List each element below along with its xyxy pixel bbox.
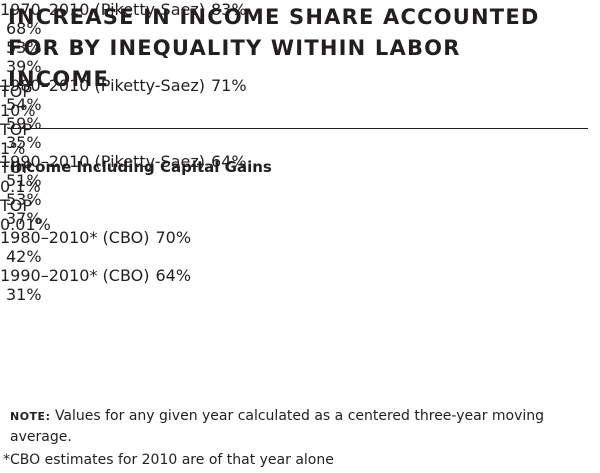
- cell-value: 31%: [6, 285, 42, 304]
- cell: 42%: [0, 247, 85, 266]
- column-header: TOP 0.1%: [0, 158, 600, 196]
- header-line: 10%: [0, 101, 36, 120]
- cell-value: 53%: [6, 38, 42, 57]
- header-line: TOP: [0, 196, 33, 215]
- header-rule: [8, 128, 588, 129]
- header-line: TOP: [0, 82, 33, 101]
- cell: 35%: [0, 133, 91, 152]
- note-label: NOTE:: [10, 410, 51, 423]
- cell-value: 68%: [6, 19, 42, 38]
- cell: 51%: [0, 171, 85, 190]
- note: NOTE: Values for any given year calculat…: [10, 406, 590, 448]
- table-header: TOP 10% TOP 1% TOP 0.1% TOP 0.01%: [0, 82, 600, 234]
- cell-value: 70%: [155, 228, 192, 247]
- row-label: 1990–2010 (Piketty-Saez): [0, 152, 205, 171]
- header-line: TOP: [0, 158, 33, 177]
- cell: 31%: [0, 285, 85, 304]
- note-text: Values for any given year calculated as …: [10, 408, 545, 445]
- cell: 1980–2010 (Piketty-Saez) 71%: [0, 76, 308, 95]
- header-line: 1%: [0, 139, 26, 158]
- table-body: 1970–2010 (Piketty-Saez) 83% 68% 53% 39% 1980…: [0, 0, 600, 304]
- row-label: 1980–2010* (CBO): [0, 228, 150, 247]
- cell-value: 64%: [155, 266, 192, 285]
- cell: 37%: [0, 209, 91, 228]
- row-label: 1980–2010 (Piketty-Saez): [0, 76, 205, 95]
- header-line: 0.01%: [0, 215, 51, 234]
- header-line: TOP: [0, 120, 33, 139]
- cell: 1990–2010* (CBO) 64%: [0, 266, 308, 285]
- cell: 1990–2010 (Piketty-Saez) 64%: [0, 152, 308, 171]
- cell: 68%: [0, 19, 85, 38]
- column-header: TOP 0.01%: [0, 196, 600, 234]
- cell: 54%: [0, 95, 85, 114]
- title: INCREASE IN INCOME SHARE ACCOUNTED FOR B…: [8, 5, 540, 91]
- row-label: 1990–2010* (CBO): [0, 266, 150, 285]
- cell: 53%: [0, 38, 85, 57]
- row: 1990–2010 (Piketty-Saez) 64% 51% 53% 37%: [0, 152, 600, 228]
- row: 1980–2010 (Piketty-Saez) 71% 54% 59% 35%: [0, 76, 600, 152]
- footnote: *CBO estimates for 2010 are of that year…: [3, 452, 334, 468]
- row: 1990–2010* (CBO) 64% 31%: [0, 266, 600, 304]
- cell-value: 37%: [6, 209, 42, 228]
- row: 1980–2010* (CBO) 70% 42%: [0, 228, 600, 266]
- cell-value: 64%: [211, 152, 247, 171]
- row-label: 1970–2010 (Piketty-Saez): [0, 0, 205, 19]
- cell-value: 39%: [6, 57, 42, 76]
- cell: 1980–2010* (CBO) 70%: [0, 228, 308, 247]
- cell: 1970–2010 (Piketty-Saez) 83%: [0, 0, 308, 19]
- cell-value: 51%: [6, 171, 42, 190]
- column-header: TOP 1%: [0, 120, 600, 158]
- cell-value: 53%: [6, 190, 42, 209]
- column-header: TOP 10%: [0, 82, 600, 120]
- cell-value: 83%: [211, 0, 247, 19]
- cell-value: 54%: [6, 95, 42, 114]
- cell-value: 71%: [211, 76, 247, 95]
- row: 1970–2010 (Piketty-Saez) 83% 68% 53% 39%: [0, 0, 600, 76]
- cell-value: 35%: [6, 133, 42, 152]
- cell: 53%: [0, 190, 85, 209]
- section-heading: Income Including Capital Gains: [10, 158, 272, 176]
- cell-value: 42%: [6, 247, 42, 266]
- header-line: 0.1%: [0, 177, 41, 196]
- cell: 39%: [0, 57, 91, 76]
